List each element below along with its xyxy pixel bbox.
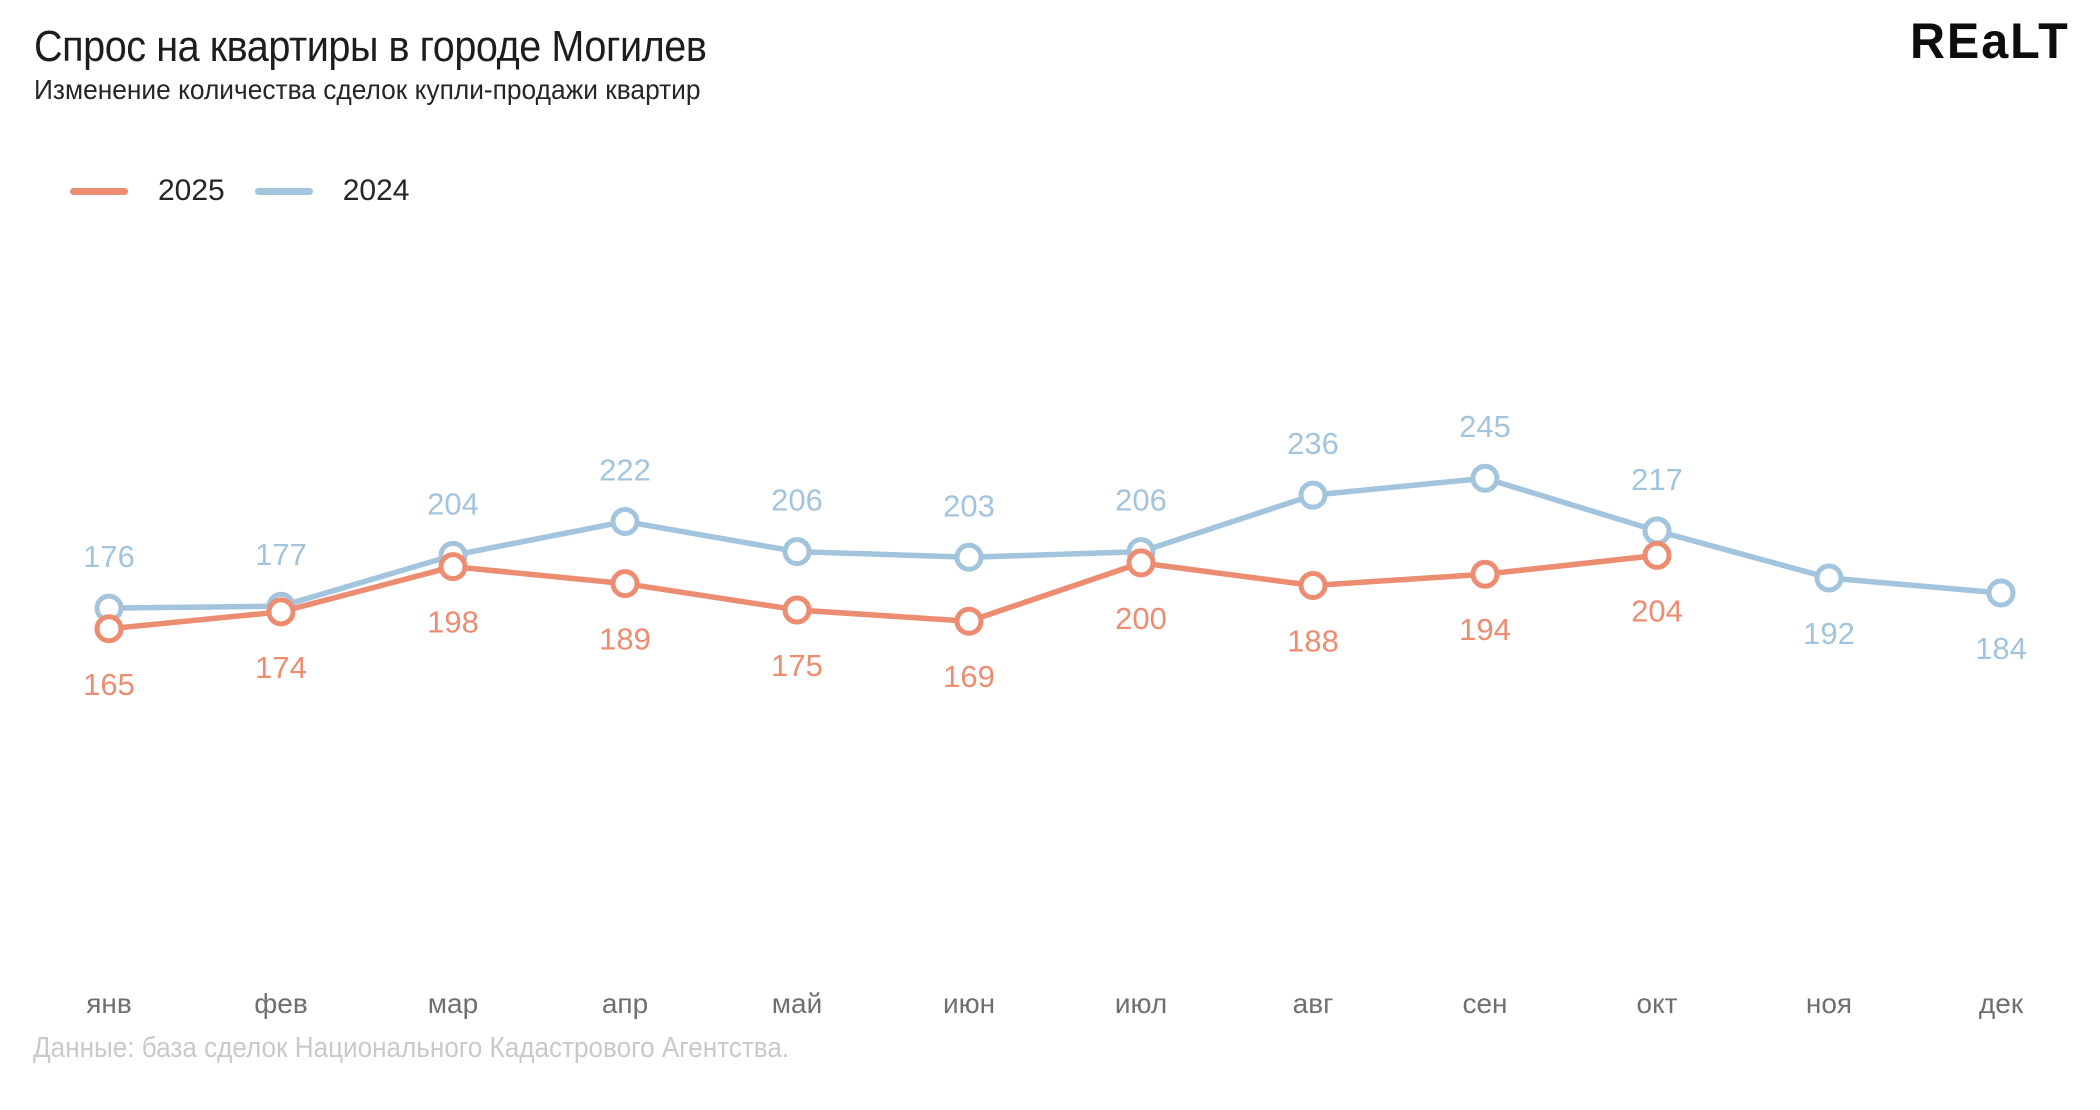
legend-swatch-2025 (70, 187, 128, 195)
value-label-2024: 203 (943, 488, 995, 523)
month-label: май (772, 988, 822, 1019)
data-point-2025 (1126, 548, 1156, 578)
month-label: июл (1115, 988, 1167, 1019)
value-label-2024: 204 (427, 486, 479, 521)
data-point-2025 (954, 606, 984, 636)
value-label-2024: 184 (1975, 631, 2027, 666)
data-point-2025 (1642, 540, 1672, 570)
month-label: апр (602, 988, 648, 1019)
data-point-2024 (1814, 563, 1844, 593)
value-label-2025: 165 (83, 667, 135, 702)
value-label-2025: 200 (1115, 601, 1167, 636)
data-point-2024 (1298, 480, 1328, 510)
data-point-2025 (1470, 559, 1500, 589)
data-point-2024 (1986, 578, 2016, 608)
month-label: мар (428, 988, 478, 1019)
value-label-2025: 169 (943, 659, 995, 694)
value-label-2024: 222 (599, 453, 651, 488)
data-point-2025 (610, 569, 640, 599)
month-label: июн (943, 988, 995, 1019)
series-line-2024 (106, 475, 2004, 611)
data-point-2025 (438, 552, 468, 582)
value-label-2025: 174 (255, 650, 307, 685)
series-line-2025 (106, 552, 1660, 632)
chart-legend: 2025 2024 (70, 176, 410, 206)
data-point-2024 (610, 507, 640, 537)
value-label-2024: 217 (1631, 462, 1683, 497)
data-point-2025 (1298, 570, 1328, 600)
value-label-2025: 198 (427, 605, 479, 640)
data-point-2025 (266, 597, 296, 627)
value-label-2025: 188 (1287, 623, 1339, 658)
value-label-2024: 177 (255, 537, 307, 572)
page-title: Спрос на квартиры в городе Могилев (34, 22, 707, 71)
legend-label-2024: 2024 (342, 174, 410, 207)
value-label-2024: 176 (83, 539, 135, 574)
data-point-2024 (1470, 463, 1500, 493)
month-label: окт (1637, 988, 1678, 1019)
value-label-2024: 206 (1115, 483, 1167, 518)
month-label: авг (1293, 988, 1334, 1019)
value-label-2025: 204 (1631, 593, 1683, 628)
month-label: янв (86, 988, 132, 1019)
data-point-2024 (1642, 516, 1672, 546)
data-source: Данные: база сделок Национального Кадаст… (33, 1032, 790, 1064)
page-subtitle: Изменение количества сделок купли-продаж… (34, 74, 701, 105)
month-label: сен (1462, 988, 1507, 1019)
value-label-2024: 206 (771, 483, 823, 518)
value-label-2025: 194 (1459, 612, 1511, 647)
value-label-2024: 245 (1459, 409, 1511, 444)
value-label-2024: 236 (1287, 426, 1339, 461)
data-point-2024 (782, 537, 812, 567)
value-label-2025: 175 (771, 648, 823, 683)
data-point-2025 (94, 614, 124, 644)
month-label: ноя (1806, 988, 1852, 1019)
month-label: дек (1979, 988, 2024, 1019)
data-point-2024 (954, 542, 984, 572)
legend-label-2025: 2025 (158, 174, 225, 207)
data-point-2025 (782, 595, 812, 625)
realt-logo: REaLT (1910, 13, 2070, 69)
value-label-2025: 189 (599, 622, 651, 657)
value-label-2024: 192 (1803, 616, 1855, 651)
month-label: фев (254, 988, 307, 1019)
legend-swatch-2024 (254, 187, 313, 195)
